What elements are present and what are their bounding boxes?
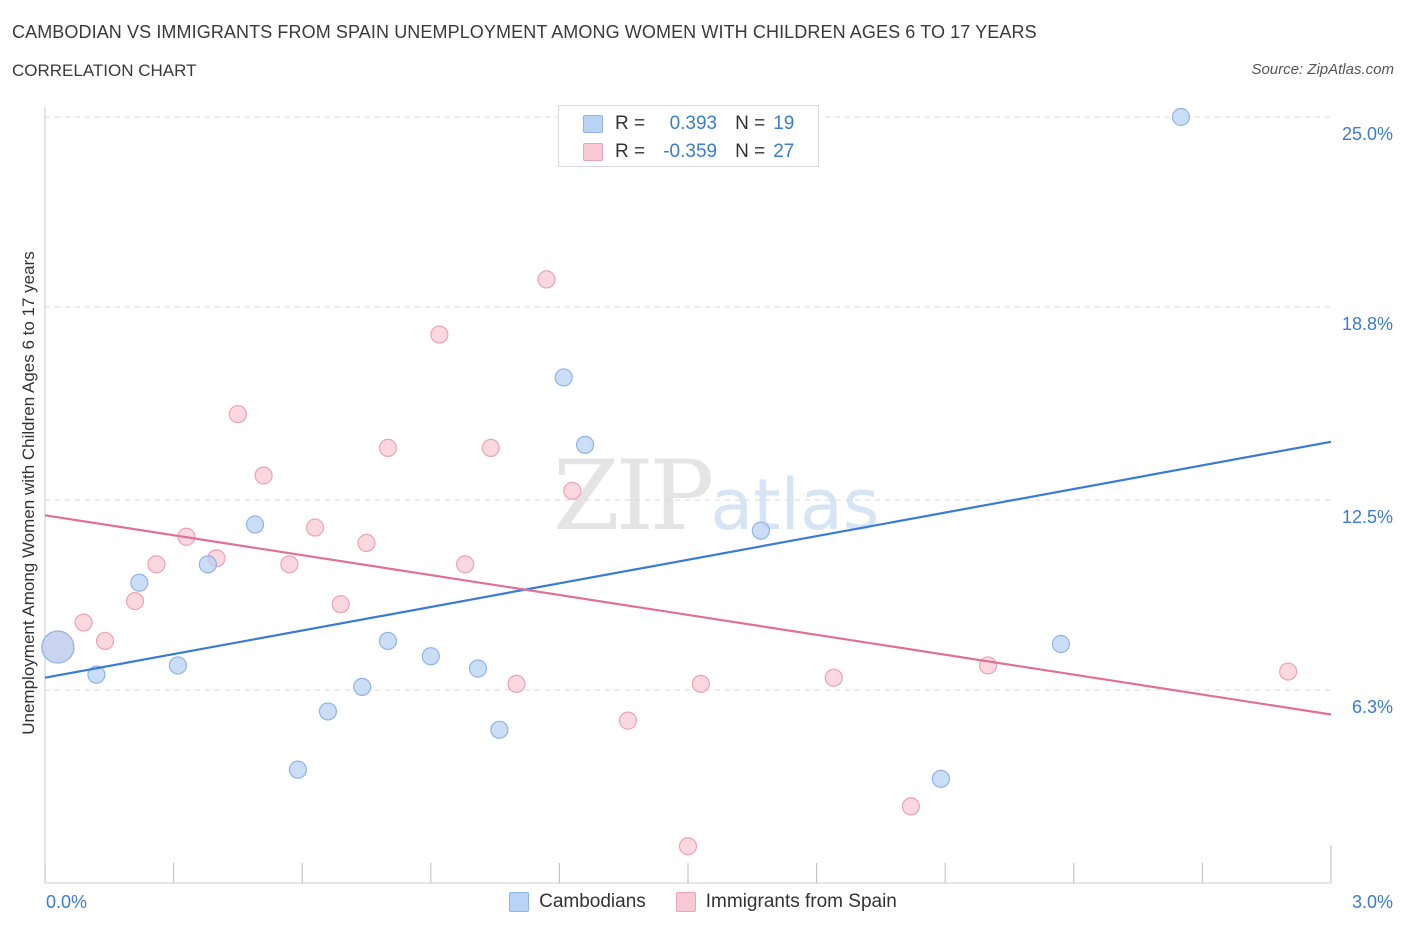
y-tick-label: 25.0%: [1342, 124, 1393, 144]
data-point-cambodians: [168, 656, 187, 675]
data-point-spain: [95, 631, 115, 651]
legend-label-cambodians: Cambodians: [539, 891, 646, 912]
x-tick-label: 3.0%: [1352, 892, 1393, 912]
data-point-cambodians: [490, 720, 509, 739]
blue-swatch: [509, 892, 530, 912]
data-point-spain: [1279, 662, 1298, 681]
data-point-cambodians: [1051, 634, 1071, 654]
y-tick-label: 18.8%: [1342, 314, 1393, 334]
data-point-spain: [430, 325, 449, 344]
stats-legend-row-spain: R = -0.359 N = 27: [583, 140, 794, 164]
data-point-spain: [678, 837, 698, 856]
data-point-cambodians: [245, 515, 265, 534]
r-label: R =: [615, 141, 646, 162]
chart-subtitle: CORRELATION CHART: [12, 61, 197, 80]
data-point-cambodians: [318, 702, 338, 721]
data-point-cambodians: [554, 368, 573, 387]
n-value: 27: [773, 141, 795, 162]
y-tick-label: 6.3%: [1352, 697, 1393, 717]
watermark-atlas: atlas: [710, 464, 880, 546]
data-point-spain: [691, 674, 710, 693]
data-point-cambodians: [378, 631, 398, 651]
x-tick-label: 0.0%: [46, 892, 87, 912]
legend-item-cambodians[interactable]: Cambodians: [509, 891, 646, 913]
data-point-spain: [378, 438, 398, 458]
data-point-cambodians: [468, 659, 488, 678]
data-point-spain: [357, 533, 376, 552]
data-point-spain: [618, 711, 638, 730]
data-point-spain: [147, 555, 166, 574]
n-label: N =: [735, 113, 766, 134]
data-point-spain: [901, 797, 921, 816]
data-point-spain: [305, 518, 325, 537]
y-tick-label: 12.5%: [1342, 507, 1393, 527]
data-point-spain: [280, 555, 299, 574]
data-point-cambodians: [353, 677, 372, 697]
data-point-spain: [228, 405, 247, 424]
data-point-cambodians: [130, 573, 149, 592]
data-point-spain: [481, 438, 500, 458]
data-point-cambodians: [576, 435, 595, 454]
trend-line-spain: [44, 514, 1332, 716]
data-point-spain: [254, 466, 273, 485]
chart-title: CAMBODIAN VS IMMIGRANTS FROM SPAIN UNEMP…: [12, 22, 1037, 42]
n-value: 19: [773, 113, 795, 134]
n-label: N =: [735, 141, 766, 162]
r-value: 0.393: [669, 113, 718, 134]
r-label: R =: [615, 113, 646, 134]
data-point-cambodians: [421, 647, 440, 666]
trend-line-cambodians: [44, 440, 1332, 679]
data-point-spain: [74, 613, 93, 632]
data-point-spain: [537, 270, 556, 289]
y-axis-label: Unemployment Among Women with Children A…: [19, 251, 38, 735]
series-legend: Cambodians Immigrants from Spain: [0, 888, 1406, 916]
legend-item-spain[interactable]: Immigrants from Spain: [675, 891, 897, 913]
source-credit: Source: ZipAtlas.com: [1251, 61, 1394, 78]
data-point-spain: [824, 668, 843, 687]
r-value: -0.359: [663, 141, 718, 162]
data-point-cambodians: [41, 630, 75, 664]
watermark-zip: ZIP: [553, 440, 714, 552]
data-point-cambodians: [1171, 107, 1191, 127]
data-point-cambodians: [198, 555, 217, 574]
pink-swatch: [583, 143, 603, 161]
data-point-cambodians: [751, 521, 770, 540]
data-point-spain: [331, 595, 350, 614]
data-point-cambodians: [931, 769, 951, 788]
pink-swatch: [675, 892, 696, 912]
data-point-spain: [125, 592, 145, 611]
legend-label-spain: Immigrants from Spain: [705, 891, 897, 912]
data-point-spain: [507, 674, 526, 693]
data-point-spain: [563, 481, 582, 500]
data-point-spain: [455, 555, 475, 574]
stats-legend: R = 0.393 N = 19 R = -0.359 N = 27: [558, 105, 819, 167]
watermark: ZIPatlas: [553, 440, 879, 552]
stats-legend-row-cambodians: R = 0.393 N = 19: [583, 112, 794, 136]
data-point-cambodians: [87, 665, 106, 684]
blue-swatch: [583, 115, 603, 133]
data-point-cambodians: [288, 760, 308, 779]
